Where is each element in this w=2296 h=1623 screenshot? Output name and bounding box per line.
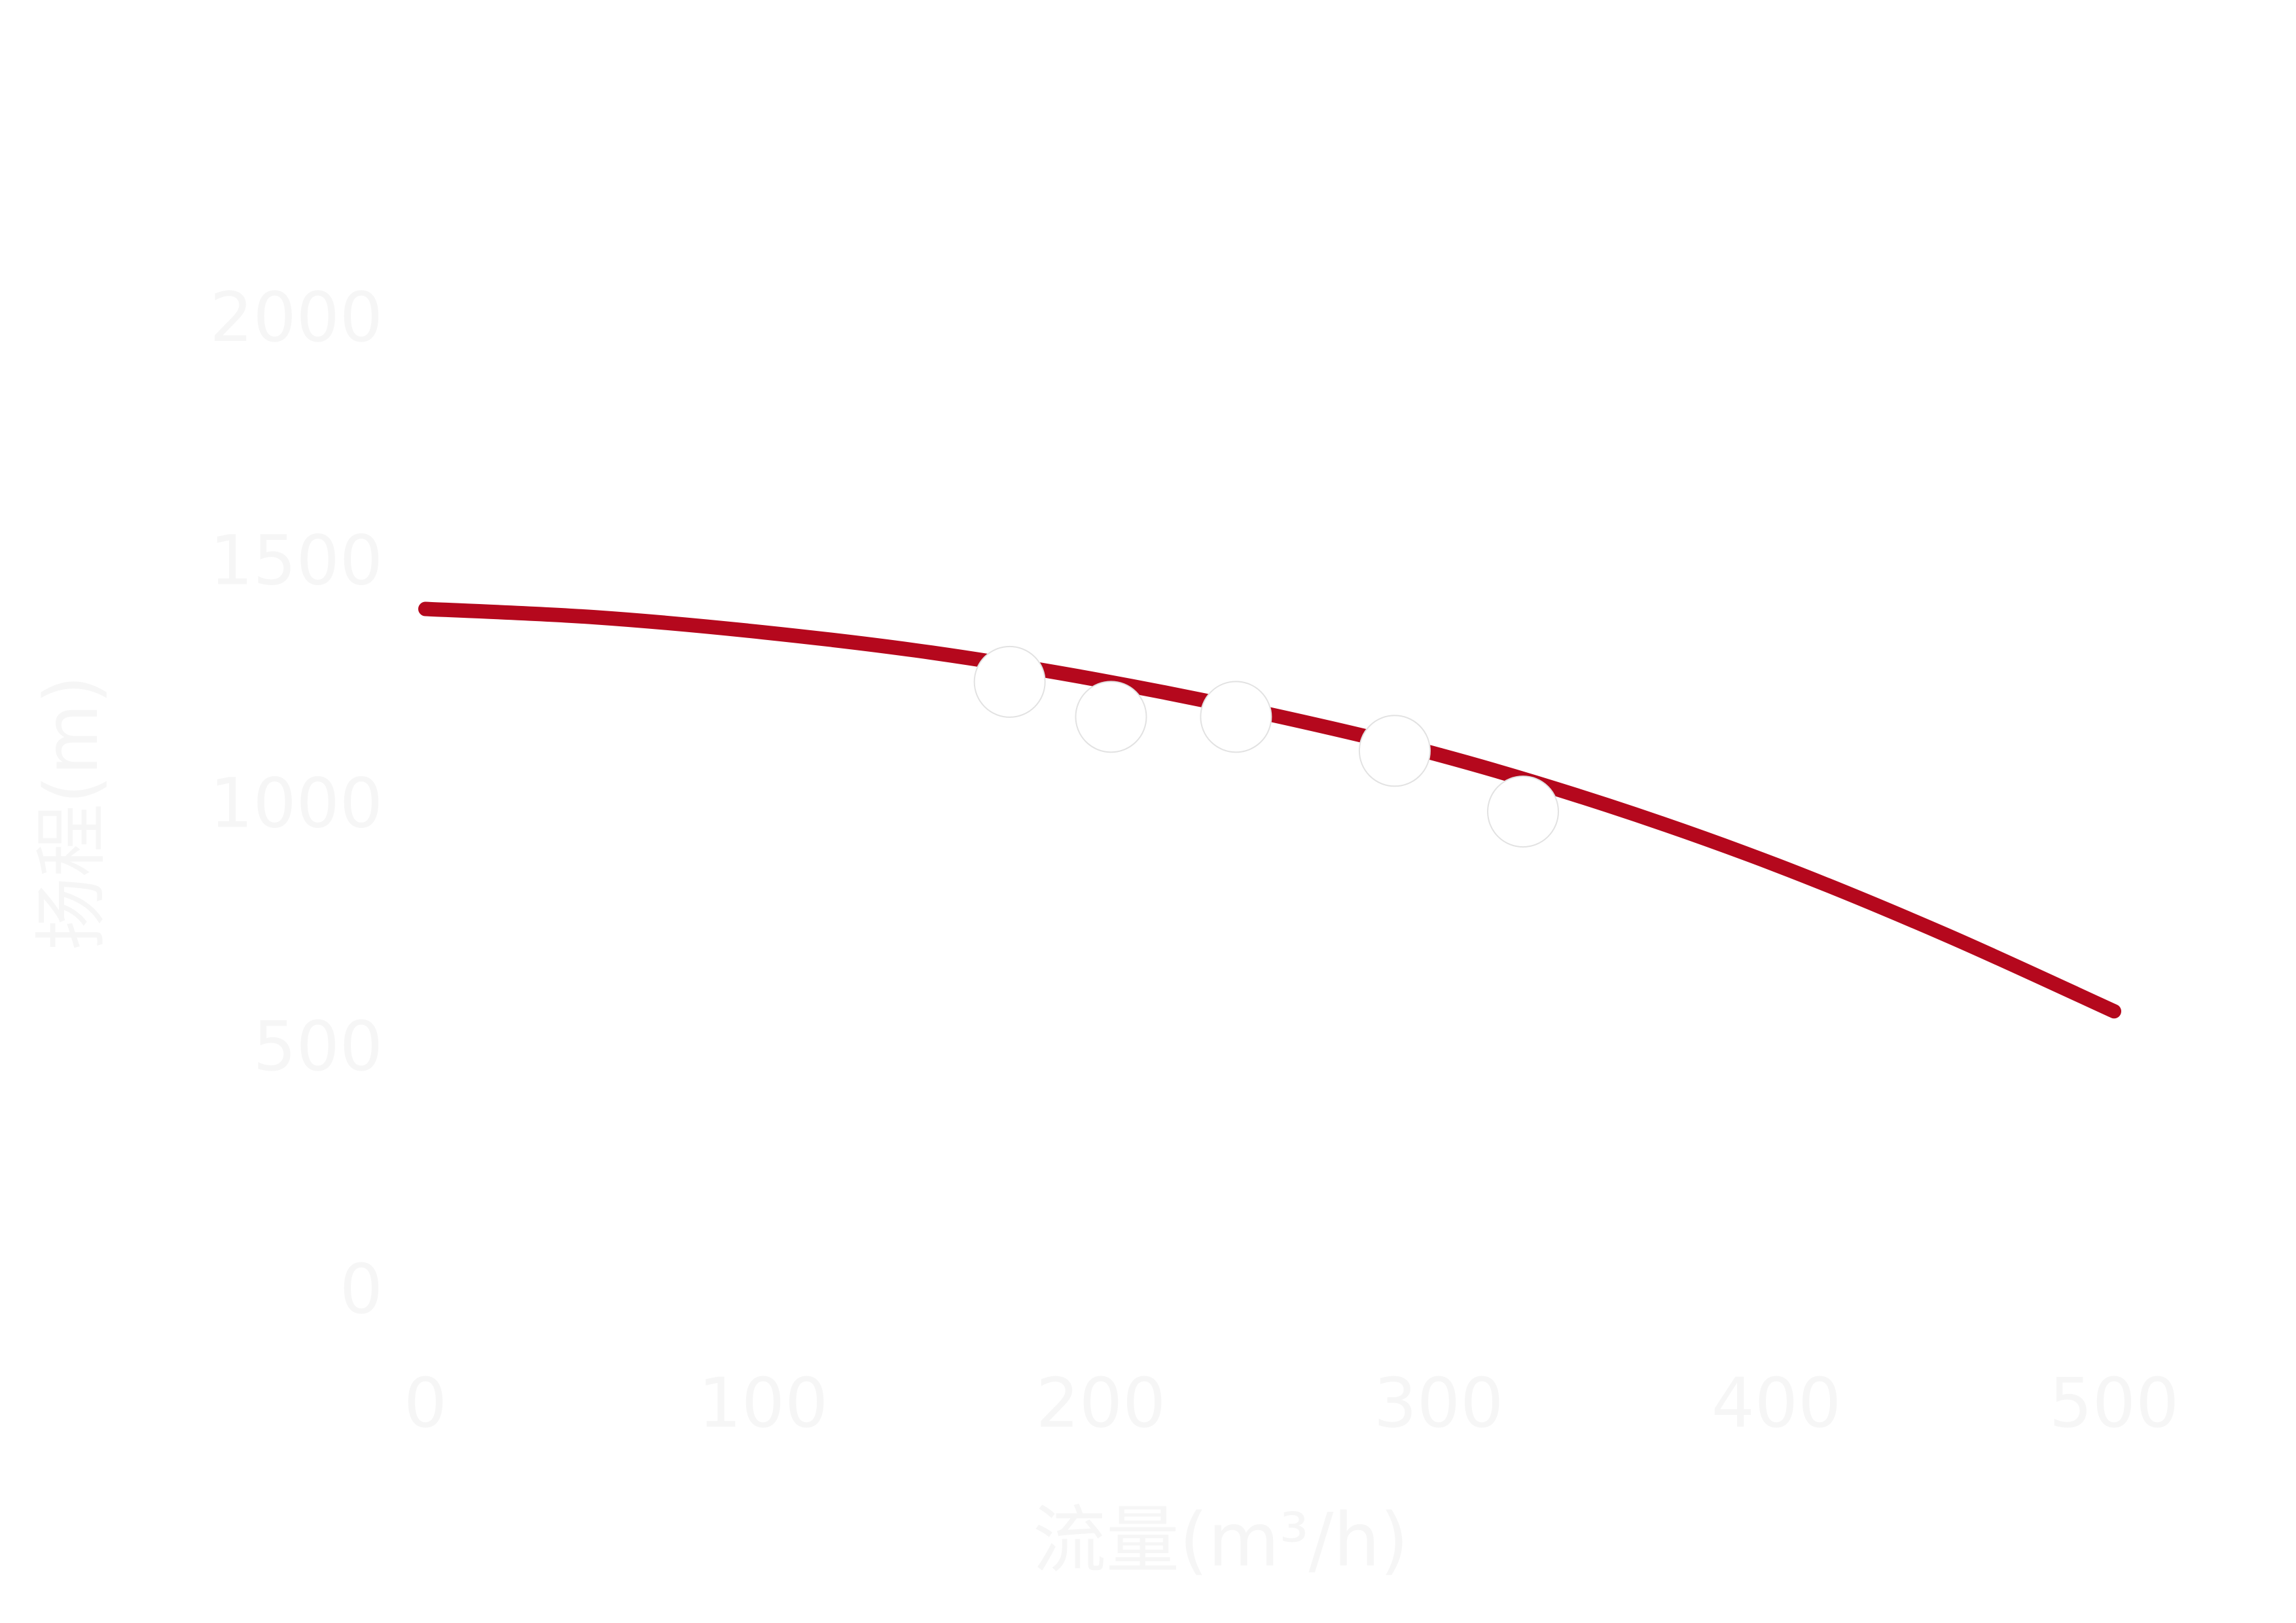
data-point-marker <box>1358 715 1431 787</box>
x-tick-labels: 0 100 200 300 400 500 <box>404 1363 2179 1443</box>
x-tick-label: 400 <box>1712 1363 1842 1443</box>
x-axis-title: 流量(m³/h) <box>1033 1498 1408 1583</box>
y-tick-label: 1500 <box>209 520 383 600</box>
data-point-marker <box>1075 681 1147 753</box>
x-tick-label: 500 <box>2049 1363 2179 1443</box>
y-tick-label: 2000 <box>209 277 383 357</box>
y-tick-label: 500 <box>253 1007 383 1086</box>
x-tick-label: 200 <box>1036 1363 1166 1443</box>
y-tick-labels: 0 500 1000 1500 2000 <box>209 277 383 1329</box>
data-point-marker <box>1487 776 1559 848</box>
data-point-marker <box>1200 681 1272 753</box>
y-axis-title: 扬程(m) <box>29 675 115 951</box>
data-point-marker <box>973 645 1046 718</box>
y-tick-label: 1000 <box>209 764 383 844</box>
x-tick-label: 0 <box>404 1363 447 1443</box>
y-tick-label: 0 <box>340 1249 383 1329</box>
x-tick-label: 100 <box>698 1363 829 1443</box>
x-tick-label: 300 <box>1374 1363 1504 1443</box>
marker-layer <box>973 645 1559 848</box>
